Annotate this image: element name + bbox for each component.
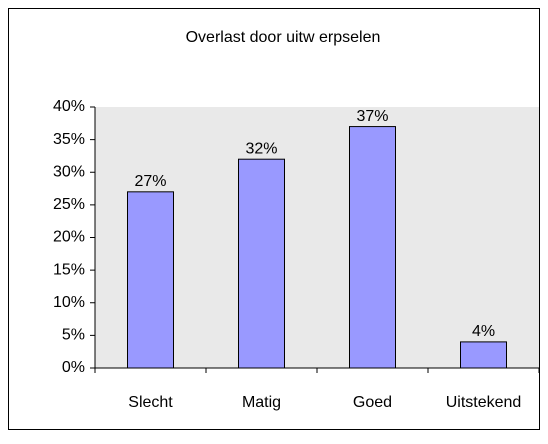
x-tick-label: Slecht <box>128 394 173 411</box>
y-tick-label: 15% <box>53 261 85 278</box>
y-tick-label: 35% <box>53 131 85 148</box>
data-label: 27% <box>134 173 166 190</box>
x-tick-label: Goed <box>353 394 392 411</box>
data-label: 37% <box>356 108 388 125</box>
data-label: 4% <box>472 323 495 340</box>
chart-title: Overlast door uitw erpselen <box>186 29 381 46</box>
y-tick-label: 25% <box>53 196 85 213</box>
bar <box>460 341 507 369</box>
x-tick-label: Uitstekend <box>446 394 522 411</box>
y-tick-label: 20% <box>53 229 85 246</box>
data-label: 32% <box>245 140 277 157</box>
y-tick-label: 5% <box>62 327 85 344</box>
bar <box>238 158 285 369</box>
bar <box>349 126 396 369</box>
y-tick-label: 0% <box>62 359 85 376</box>
bar <box>127 191 174 369</box>
y-tick-label: 30% <box>53 163 85 180</box>
y-tick-label: 40% <box>53 98 85 115</box>
x-tick-label: Matig <box>242 394 281 411</box>
y-tick-label: 10% <box>53 294 85 311</box>
